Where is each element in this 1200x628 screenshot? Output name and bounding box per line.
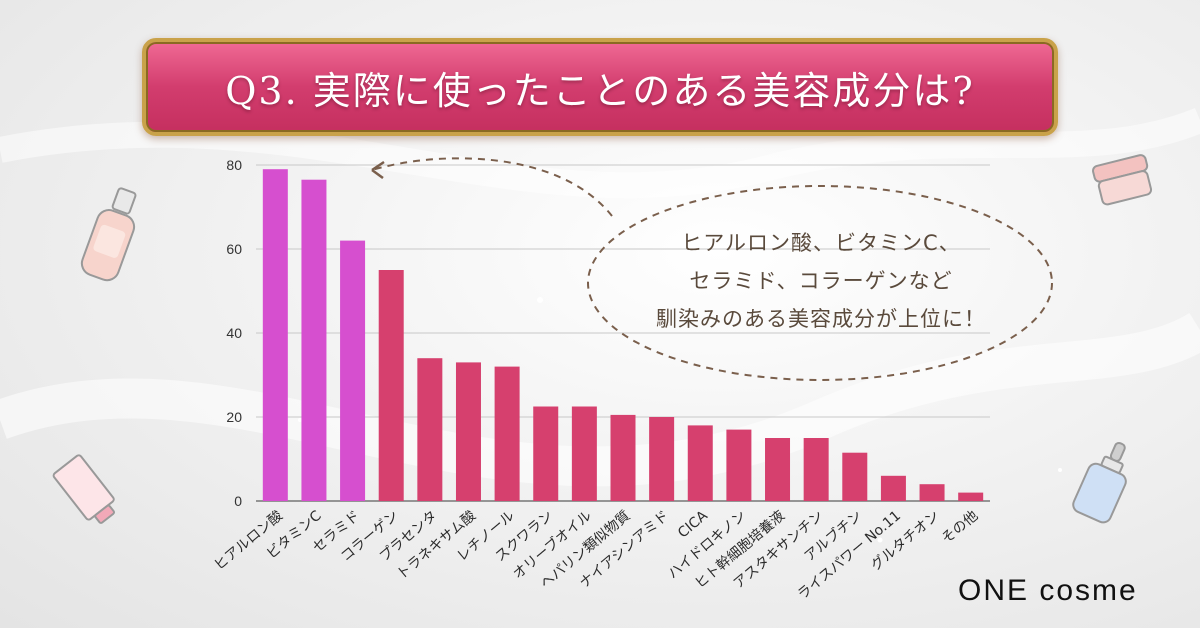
bar [687, 425, 713, 501]
category-label: その他 [939, 508, 981, 547]
y-tick-label: 80 [226, 157, 242, 173]
callout-line: セラミド、コラーゲンなど [689, 269, 953, 293]
tube-icon [52, 454, 116, 524]
bar [301, 179, 327, 501]
bar [378, 270, 404, 501]
bar [455, 362, 481, 501]
y-tick-label: 20 [226, 409, 242, 425]
banner-title: Q3. 実際に使ったことのある美容成分は? [225, 68, 975, 113]
category-labels: ヒアルロン酸ビタミンCセラミドコラーゲンプラセンタトラネキサム酸レチノールスクワ… [211, 507, 981, 603]
bar [803, 438, 829, 501]
bar [842, 452, 868, 501]
y-tick-label: 0 [234, 493, 242, 509]
y-axis-ticks: 0 20 40 60 80 [226, 157, 242, 509]
dropper-bottle-icon [1072, 441, 1127, 524]
callout-arrowhead [371, 160, 385, 180]
question-banner: Q3. 実際に使ったことのある美容成分は? [142, 38, 1058, 136]
bar [571, 406, 597, 501]
callout-bubble [587, 185, 1053, 381]
callout-line: 馴染みのある美容成分が上位に！ [656, 307, 986, 331]
bar [262, 169, 288, 501]
bar [880, 475, 906, 501]
y-tick-label: 60 [226, 241, 242, 257]
cream-jar-icon [1092, 154, 1153, 206]
y-tick-label: 40 [226, 325, 242, 341]
bar [417, 358, 443, 501]
bar [610, 414, 636, 501]
bar [340, 240, 366, 501]
brand-logo: ONE cosme [958, 574, 1138, 607]
bar [649, 417, 675, 501]
cosmetic-bottle-icon [80, 187, 137, 282]
callout-line: ヒアルロン酸、ビタミンC、 [681, 231, 961, 255]
bar [919, 484, 945, 501]
bar [765, 438, 791, 501]
bar [726, 429, 752, 501]
category-label: グルタチオン [868, 508, 943, 574]
bars [262, 169, 984, 501]
callout-arrow [371, 157, 613, 217]
bar [958, 492, 984, 501]
callout-text: ヒアルロン酸、ビタミンC、 セラミド、コラーゲンなど 馴染みのある美容成分が上位… [596, 224, 1046, 338]
bar [494, 366, 520, 501]
bar [533, 406, 559, 501]
